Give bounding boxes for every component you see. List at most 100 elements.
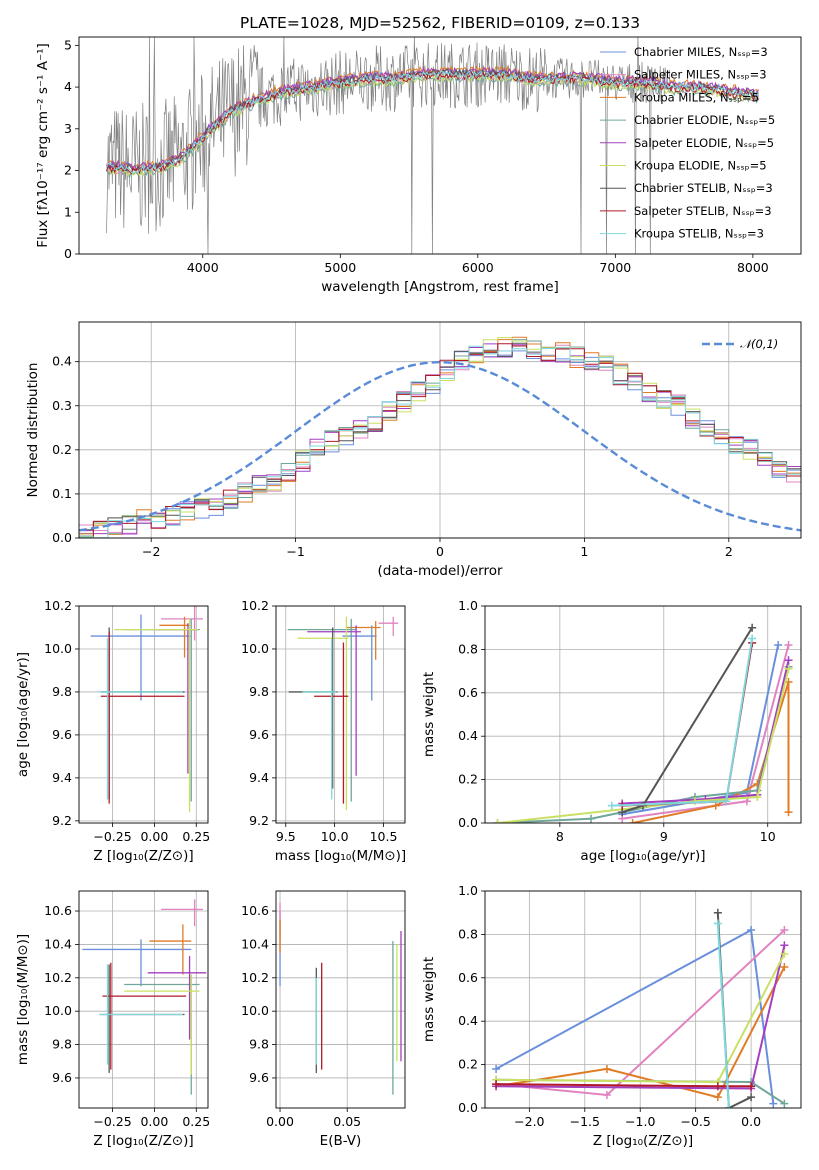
axes-frame: [275, 890, 406, 1109]
x-tick-label: −0.25: [93, 829, 131, 844]
legend-label: Chabrier MILES, Nₛₛₚ=3: [634, 45, 768, 59]
histogram-8: [79, 343, 801, 538]
y-tick-label: 10.0: [241, 1003, 269, 1018]
y-tick-label: 9.8: [52, 1037, 72, 1052]
y-tick-label: 0.2: [458, 1057, 478, 1072]
y-tick-label: 4: [64, 79, 72, 94]
weight-vs-Z-panel: −2.0 −1.5 −1.0 −0.5 0.0 0.0 0.2 0.4 0.6 0.8 1.0 Z […: [421, 883, 802, 1149]
x-tick-label: 0.25: [182, 829, 210, 844]
x-axis-label: Z [log₁₀(Z/Z⊙)]: [593, 1133, 693, 1149]
x-tick-label: −2: [142, 544, 160, 559]
chart-title: PLATE=1028, MJD=52562, FIBERID=0109, z=0…: [240, 14, 640, 32]
x-tick-label: 0.25: [182, 1114, 210, 1129]
weight-vs-age-panel: 8 9 10 0.0 0.2 0.4 0.6 0.8 1.0 age [log₁₀(age/yr)…: [421, 598, 802, 864]
y-axis-label: Normed distribution: [25, 363, 41, 498]
y-tick-label: 0.2: [52, 442, 72, 457]
y-tick-label: 0.0: [458, 815, 478, 830]
x-tick-label: 4000: [187, 260, 219, 275]
x-tick-label: 10.0: [321, 829, 349, 844]
mass-vs-Z-panel: −0.25 0.00 0.25 9.6 9.8 10.0 10.2 10.4 10.6 Z [lo…: [15, 890, 210, 1149]
x-tick-label: 0.00: [140, 829, 168, 844]
y-tick-label: 0.8: [458, 641, 478, 656]
x-axis-label: Z [log₁₀(Z/Z⊙)]: [93, 1133, 193, 1149]
x-tick-label: 0.05: [333, 1114, 361, 1129]
x-tick-label: 5000: [324, 260, 356, 275]
y-tick-label: 0.2: [458, 772, 478, 787]
weight-marker: [713, 908, 722, 917]
x-tick-label: 1: [580, 544, 588, 559]
weight-marker: [774, 641, 783, 650]
y-tick-label: 0.4: [458, 1013, 478, 1028]
errorbar-plot-area: [90, 606, 203, 813]
y-tick-label: 0.1: [52, 486, 72, 501]
legend-label: Kroupa STELIB, Nₛₛₚ=3: [634, 227, 764, 241]
residuals-panel: −2 −1 0 1 2 0.0 0.1 0.2 0.3 0.4 (data-model)/error…: [25, 321, 802, 579]
legend-label: Chabrier ELODIE, Nₛₛₚ=5: [634, 113, 775, 127]
x-tick-label: 7000: [599, 260, 631, 275]
y-tick-label: 0: [64, 246, 72, 261]
y-tick-label: 0.4: [458, 728, 478, 743]
weight-marker: [780, 962, 789, 971]
legend-label: Chabrier STELIB, Nₛₛₚ=3: [634, 181, 773, 195]
weight-marker: [780, 926, 789, 935]
y-tick-label: 9.2: [249, 813, 269, 828]
y-tick-label: 1.0: [458, 883, 478, 898]
weight-marker: [690, 797, 699, 806]
model-spectrum-9: [106, 70, 759, 174]
weight-marker: [713, 919, 722, 928]
weight-marker: [492, 1080, 501, 1089]
weight-marker: [713, 1093, 722, 1102]
weight-series-7: [621, 627, 753, 814]
x-tick-label: −1: [286, 544, 304, 559]
axes-frame: [484, 890, 802, 1109]
weight-series-9: [716, 923, 730, 1108]
y-tick-label: 10.4: [241, 936, 269, 951]
x-axis-label: (data-model)/error: [377, 563, 503, 579]
weight-marker: [607, 801, 616, 810]
y-tick-label: 10.0: [44, 641, 72, 656]
weight-marker: [753, 792, 762, 801]
y-tick-label: 10.2: [44, 598, 72, 613]
x-axis-label: wavelength [Angstrom, rest frame]: [321, 279, 559, 295]
y-tick-label: 10.6: [241, 903, 269, 918]
residuals-plot-area: [79, 336, 801, 538]
y-axis-label: mass weight: [421, 957, 437, 1042]
y-tick-label: 10.2: [241, 970, 269, 985]
y-tick-label: 10.2: [44, 970, 72, 985]
y-tick-label: 9.2: [52, 813, 72, 828]
x-axis-label: E(B-V): [320, 1133, 362, 1149]
y-tick-label: 2: [64, 163, 72, 178]
weight-marker: [780, 1099, 789, 1108]
weight-marker: [747, 926, 756, 935]
weight-marker: [493, 819, 502, 823]
y-tick-label: 9.4: [249, 770, 269, 785]
axes-frame: [484, 605, 802, 824]
axes-frame: [78, 321, 802, 539]
age-vs-mass-panel: 9.5 10.0 10.5 9.2 9.4 9.6 9.8 10.0 10.2 mass [log…: [241, 598, 406, 864]
y-tick-label: 0.6: [458, 685, 478, 700]
model-spectrum-8: [106, 70, 759, 175]
errorbar-plot-area: [82, 899, 207, 1095]
mass-vs-ebv-panel: 0.00 0.05 9.6 9.8 10.0 10.2 10.4 10.6 E(B-V): [241, 890, 406, 1149]
weight-marker: [602, 1064, 611, 1073]
y-tick-label: 9.8: [249, 1037, 269, 1052]
weight-marker: [587, 814, 596, 823]
axes-frame: [275, 605, 406, 824]
errorbar-plot-area: [279, 902, 402, 1095]
x-axis-label: age [log₁₀(age/yr)]: [580, 848, 705, 864]
legend-label: 𝒩(0,1): [740, 337, 778, 351]
x-tick-label: 8: [556, 829, 564, 844]
y-tick-label: 9.8: [249, 684, 269, 699]
y-tick-label: 10.2: [241, 598, 269, 613]
y-tick-label: 0.6: [458, 970, 478, 985]
x-tick-label: 0.00: [266, 1114, 294, 1129]
y-tick-label: 10.0: [44, 1003, 72, 1018]
legend-label: Salpeter STELIB, Nₛₛₚ=3: [634, 204, 772, 218]
y-tick-label: 0.8: [458, 926, 478, 941]
y-tick-label: 9.8: [52, 684, 72, 699]
x-tick-label: 6000: [462, 260, 494, 275]
y-tick-label: 9.6: [249, 727, 269, 742]
x-tick-label: 0.0: [741, 1114, 761, 1129]
x-axis-label: mass [log₁₀(M/M⊙)]: [275, 848, 406, 864]
